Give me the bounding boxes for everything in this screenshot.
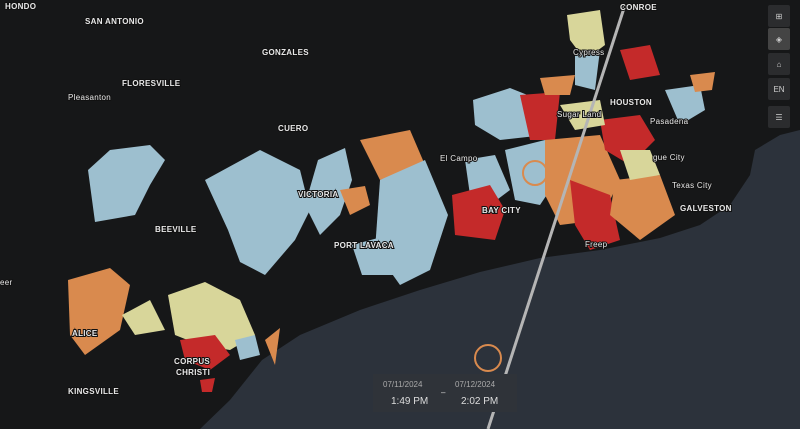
place-label: El Campo <box>440 154 478 163</box>
place-label: CUERO <box>278 124 308 133</box>
place-label: CONROE <box>620 3 657 12</box>
place-label: FLORESVILLE <box>122 79 181 88</box>
place-label: Texas City <box>672 181 712 190</box>
place-label: Sugar Land <box>557 110 601 119</box>
gulf-water <box>200 130 800 429</box>
place-label: Pasadena <box>650 117 689 126</box>
place-label: eer <box>0 278 12 287</box>
place-label: HOUSTON <box>610 98 652 107</box>
list-button[interactable]: ☰ <box>768 106 790 128</box>
language-button[interactable]: EN <box>768 78 790 100</box>
time-range-panel: 07/11/2024 1:49 PM – 07/12/2024 2:02 PM <box>373 374 517 412</box>
place-label: SAN ANTONIO <box>85 17 144 26</box>
place-label: BEEVILLE <box>155 225 197 234</box>
storm-track <box>486 4 627 429</box>
place-label: KINGSVILLE <box>68 387 119 396</box>
end-time: 2:02 PM <box>461 396 499 407</box>
place-label: Freep <box>585 240 608 249</box>
place-label: VICTORIA <box>298 190 338 199</box>
layers-button[interactable]: ◈ <box>768 28 790 50</box>
regions <box>68 10 715 392</box>
place-label: CHRISTI <box>176 368 210 377</box>
place-label: GONZALES <box>262 48 309 57</box>
place-label: HONDO <box>5 2 36 11</box>
place-label: GALVESTON <box>680 204 732 213</box>
bookmark-button[interactable]: ⊞ <box>768 5 790 27</box>
map-style-button[interactable]: ⌂ <box>768 53 790 75</box>
track-marker <box>522 160 548 186</box>
place-label: BAY CITY <box>482 206 521 215</box>
place-label: gue City <box>653 153 685 162</box>
place-label: Pleasanton <box>68 93 111 102</box>
place-labels: HONDO CONROE SAN ANTONIO GONZALES FLORES… <box>0 1 732 397</box>
place-label: ALICE <box>72 329 98 338</box>
track-marker <box>474 344 502 372</box>
end-date: 07/12/2024 <box>455 380 496 389</box>
place-label: Cypress <box>573 48 604 57</box>
time-separator: – <box>441 388 446 397</box>
place-label: CORPUS <box>174 357 210 366</box>
place-label: PORT LAVACA <box>334 241 394 250</box>
start-date: 07/11/2024 <box>383 380 423 389</box>
start-time: 1:49 PM <box>391 396 429 407</box>
